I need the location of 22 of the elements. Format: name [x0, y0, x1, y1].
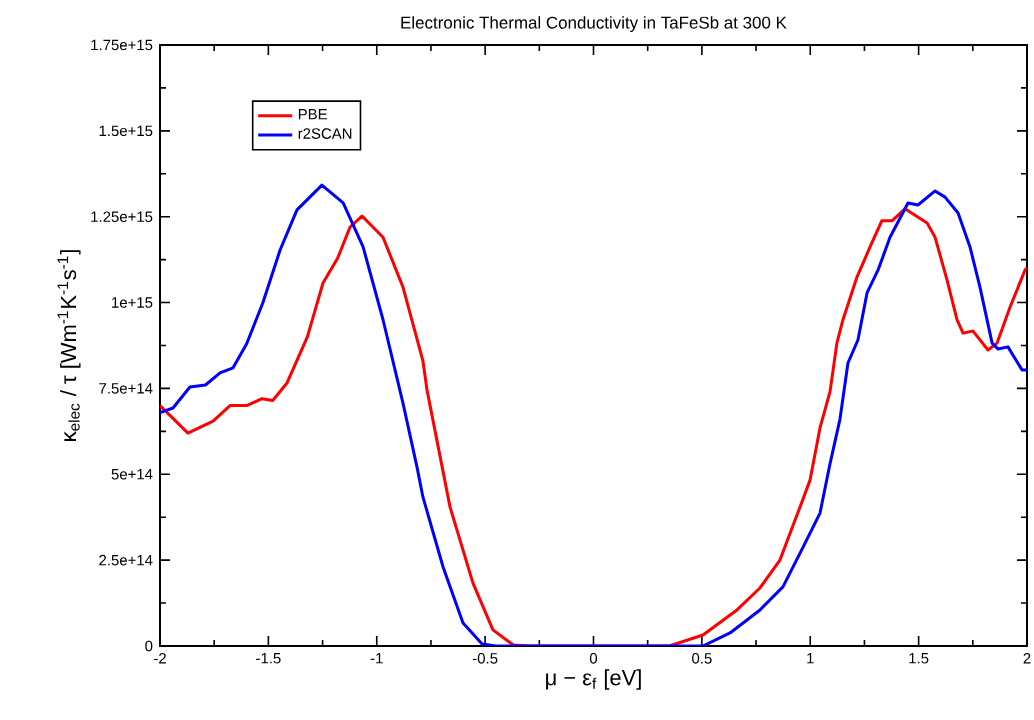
x-tick-label: 0 [589, 653, 598, 664]
x-tick-label: 2 [1023, 653, 1031, 664]
y-tick-label: 7.5e+14 [99, 383, 153, 394]
x-tick-label: -1 [370, 653, 383, 664]
x-tick-label: -1.5 [256, 653, 281, 664]
x-tick-label: -2 [154, 653, 166, 664]
y-tick-label: 1e+15 [112, 297, 153, 308]
y-tick-label: 2.5e+14 [99, 554, 153, 566]
x-tick-label: 0.5 [692, 653, 712, 664]
chart-title: Electronic Thermal Conductivity in TaFeSb at 300 K [401, 16, 787, 32]
x-tick-label: -0.5 [472, 653, 498, 664]
y-tick-label: 1.75e+15 [91, 39, 153, 51]
text: κ$_{elec}$ / τ [Wm$^{-1}$K$^{-1}$s$^{-1}$] [57, 250, 81, 441]
y-tick-label: 1.25e+15 [91, 211, 153, 223]
legend-label: PBE [298, 109, 327, 120]
y-tick-label: 0 [145, 640, 153, 652]
y-tick-label: 1.5e+15 [99, 125, 153, 137]
x-tick-label: 1 [807, 653, 814, 664]
legend-label: r2SCAN [298, 128, 352, 139]
y-tick-label: 5e+14 [111, 469, 153, 480]
x-axis-title: μ − ε$_{f}$ [eV] [546, 669, 641, 690]
x-tick-label: 1.5 [909, 653, 929, 664]
